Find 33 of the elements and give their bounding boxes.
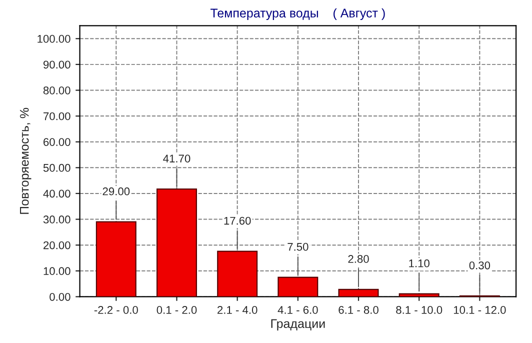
x-tick-label: 0.1 - 2.0 — [156, 306, 197, 314]
y-axis-title: Повторяемость, % — [20, 108, 32, 214]
y-tick-label: 60.00 — [44, 138, 70, 146]
y-tick-label: 100.00 — [38, 34, 70, 43]
y-tick-label: 30.00 — [43, 216, 70, 224]
data-label: 2.80 — [348, 255, 369, 263]
data-label: 41.70 — [163, 154, 190, 162]
data-label: 7.50 — [288, 242, 308, 251]
x-tick-label: 6.1 - 8.0 — [338, 306, 378, 314]
data-label: 29.00 — [102, 187, 130, 196]
y-tick-label: 40.00 — [43, 190, 70, 198]
x-tick-label: 2.1 - 4.0 — [218, 306, 258, 314]
x-tick-label: 4.1 - 6.0 — [278, 306, 318, 314]
bar — [338, 288, 379, 297]
y-tick-label: 10.00 — [44, 267, 70, 276]
bar — [217, 250, 258, 297]
x-tick-label: -2.2 - 0.0 — [94, 306, 138, 314]
data-label: 1.10 — [409, 259, 430, 268]
y-tick-label: 90.00 — [43, 60, 70, 69]
x-axis-title: Градации — [271, 319, 325, 331]
y-tick-label: 70.00 — [44, 112, 70, 120]
data-label: 17.60 — [224, 216, 251, 225]
y-tick-label: 50.00 — [43, 164, 70, 172]
x-tick-label: 10.1 - 12.0 — [454, 306, 506, 314]
y-tick-label: 80.00 — [43, 86, 70, 94]
bar — [278, 276, 318, 297]
data-label: 0.30 — [469, 261, 490, 270]
y-tick-label: 0.00 — [50, 292, 70, 301]
bar — [96, 221, 136, 297]
bar — [156, 188, 197, 297]
chart-title: Температура воды ( Август ) — [210, 8, 385, 20]
x-tick-label: 8.1 - 10.0 — [396, 306, 442, 314]
y-tick-label: 20.00 — [44, 241, 70, 250]
